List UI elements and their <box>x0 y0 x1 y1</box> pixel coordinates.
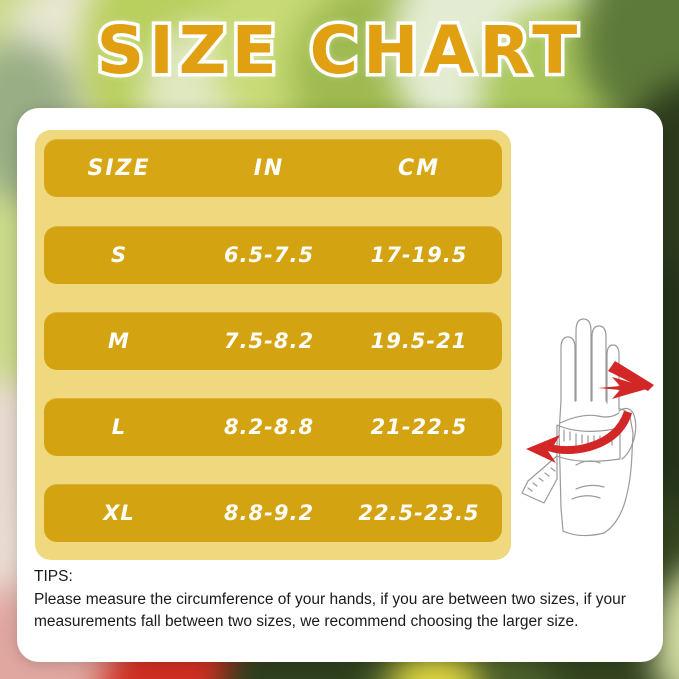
table-header-row: SIZE IN CM <box>44 139 502 197</box>
table-row: L 8.2-8.8 21-22.5 <box>44 398 502 456</box>
cell-in: 8.8-9.2 <box>223 501 315 525</box>
cell-size: L <box>111 415 127 439</box>
column-header-in: IN <box>253 155 285 181</box>
cell-cm: 19.5-21 <box>370 329 468 353</box>
cell-in: 8.2-8.8 <box>223 415 315 439</box>
hand-measurement-diagram <box>520 293 656 548</box>
tips-label: TIPS: <box>34 568 73 585</box>
column-header-cm: CM <box>397 155 441 181</box>
cell-in: 6.5-7.5 <box>223 243 315 267</box>
cell-in: 7.5-8.2 <box>223 329 315 353</box>
table-row: S 6.5-7.5 17-19.5 <box>44 226 502 284</box>
cell-size: XL <box>103 501 135 525</box>
column-header-size: SIZE <box>87 155 151 181</box>
page-title: SIZE CHART <box>93 9 583 93</box>
table-row: XL 8.8-9.2 22.5-23.5 <box>44 484 502 542</box>
cell-cm: 22.5-23.5 <box>358 501 480 525</box>
cell-size: M <box>108 329 130 353</box>
cell-cm: 17-19.5 <box>370 243 468 267</box>
table-row: M 7.5-8.2 19.5-21 <box>44 312 502 370</box>
size-chart-card: SIZE IN CM S 6.5-7.5 17-19.5 M 7.5-8.2 1… <box>17 108 663 662</box>
size-table: SIZE IN CM S 6.5-7.5 17-19.5 M 7.5-8.2 1… <box>35 130 511 560</box>
tips-block: TIPS: Please measure the circumference o… <box>34 566 646 634</box>
cell-cm: 21-22.5 <box>370 415 468 439</box>
cell-size: S <box>110 243 128 267</box>
tips-body: Please measure the circumference of your… <box>34 590 626 631</box>
